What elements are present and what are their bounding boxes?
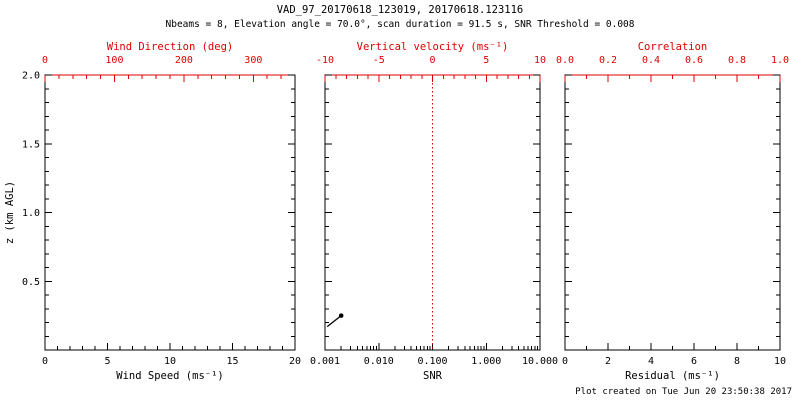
y-tick-label: 2.0	[22, 71, 40, 82]
plot-title: VAD_97_20170618_123019, 20170618.123116	[276, 4, 524, 16]
x-tick-label: 5	[104, 356, 110, 367]
top-tick-label: 0	[429, 55, 435, 66]
top-axis-title: Wind Direction (deg)	[107, 41, 233, 53]
y-tick-label: 0.5	[22, 277, 40, 288]
wind-speed-panel-frame	[44, 74, 296, 351]
top-tick-label: 0.0	[556, 55, 574, 66]
top-tick-label: 0.2	[599, 55, 617, 66]
top-tick-label: 0	[42, 55, 48, 66]
y-tick-label: 1.5	[22, 139, 40, 150]
x-tick-label: 10	[774, 356, 786, 367]
top-tick-label: 5	[483, 55, 489, 66]
top-tick-label: 0.4	[642, 55, 660, 66]
plot-subtitle: Nbeams = 8, Elevation angle = 70.0°, sca…	[165, 19, 635, 30]
x-axis-title: Residual (ms⁻¹)	[625, 370, 720, 382]
x-axis-title: SNR	[423, 370, 443, 382]
x-tick-label: 20	[289, 356, 301, 367]
x-tick-label: 0	[42, 356, 48, 367]
top-tick-label: 0.8	[728, 55, 746, 66]
x-tick-label: 8	[734, 356, 740, 367]
snr-profile-line	[326, 315, 342, 328]
x-axis-title: Wind Speed (ms⁻¹)	[116, 370, 223, 382]
top-tick-label: -5	[373, 55, 385, 66]
x-tick-label: 0.001	[310, 356, 340, 367]
x-tick-label: 6	[691, 356, 697, 367]
x-tick-label: 2	[605, 356, 611, 367]
x-tick-label: 10.000	[522, 356, 558, 367]
y-tick-label: 1.0	[22, 208, 40, 219]
top-axis-title: Correlation	[638, 41, 708, 53]
top-tick-label: 10	[534, 55, 546, 66]
x-tick-label: 0	[562, 356, 568, 367]
top-tick-label: 100	[105, 55, 123, 66]
residual-panel-frame	[564, 74, 781, 351]
top-tick-label: 300	[244, 55, 262, 66]
top-tick-label: -10	[316, 55, 334, 66]
x-tick-label: 10	[164, 356, 176, 367]
snr-profile-marker	[338, 313, 344, 318]
x-tick-label: 15	[226, 356, 238, 367]
top-tick-label: 200	[175, 55, 193, 66]
y-axis-title: z (km AGL)	[4, 181, 16, 244]
top-axis-title: Vertical velocity (ms⁻¹)	[357, 41, 509, 53]
top-tick-label: 1.0	[771, 55, 789, 66]
x-tick-label: 0.100	[417, 356, 447, 367]
plot-created-timestamp: Plot created on Tue Jun 20 23:50:38 2017	[575, 387, 792, 397]
top-tick-label: 0.6	[685, 55, 703, 66]
x-tick-label: 1.000	[471, 356, 501, 367]
x-tick-label: 0.010	[364, 356, 394, 367]
x-tick-label: 4	[648, 356, 654, 367]
